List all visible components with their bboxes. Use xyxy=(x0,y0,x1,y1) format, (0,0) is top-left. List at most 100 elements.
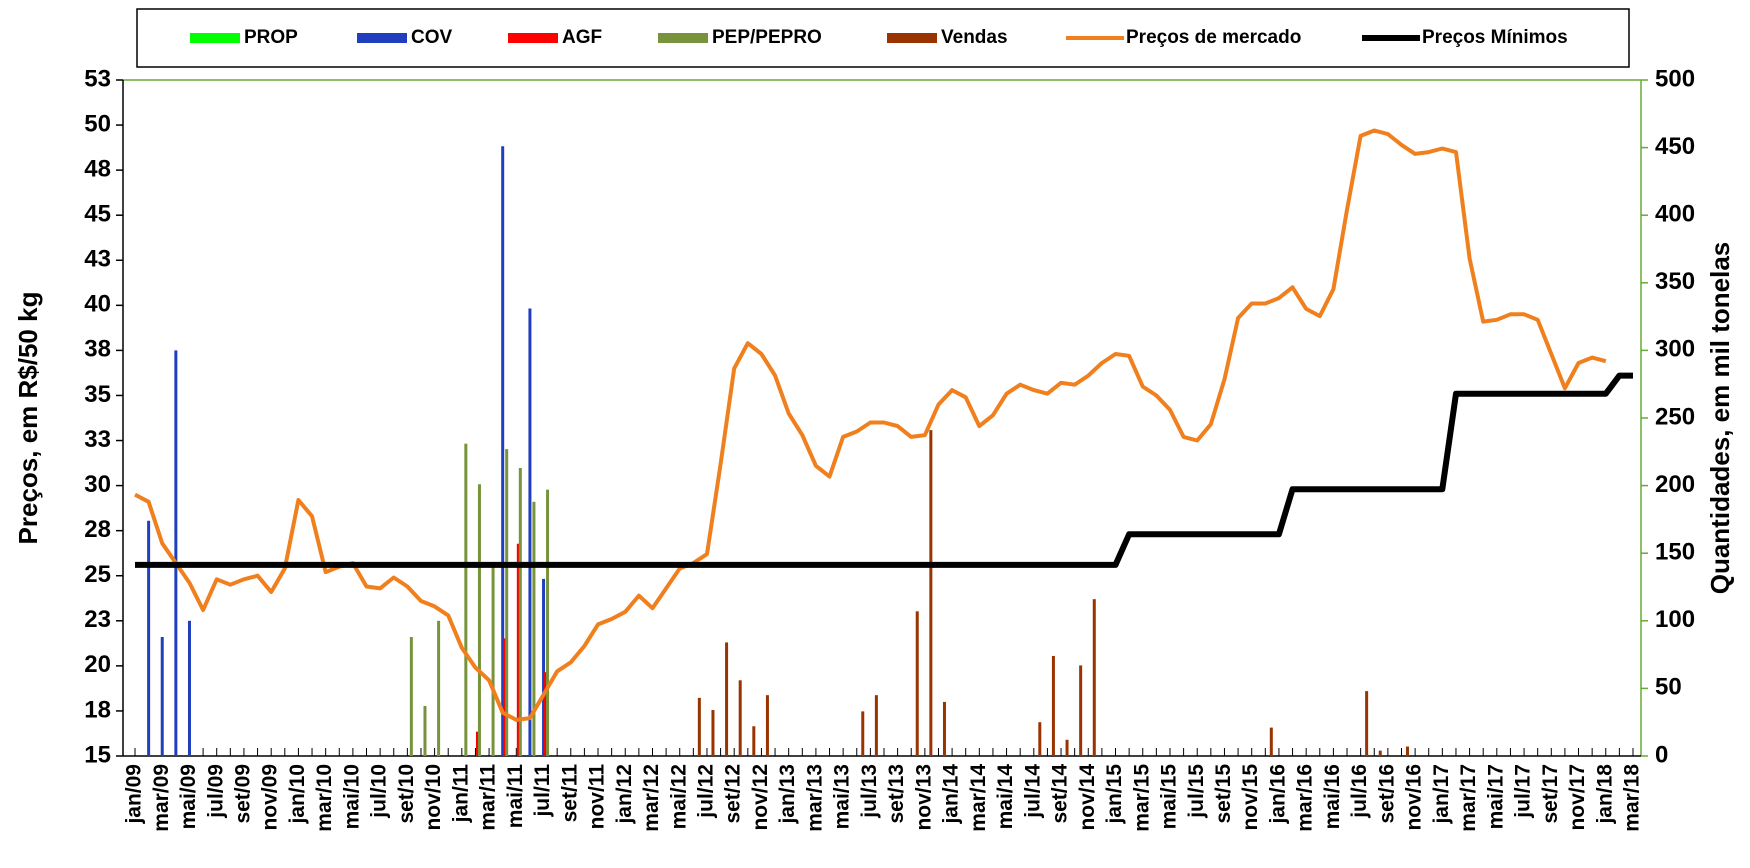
bar xyxy=(437,620,441,756)
x-tick-label: set/16 xyxy=(1375,764,1398,824)
bar xyxy=(915,611,919,756)
y-tick-label: 48 xyxy=(84,155,111,182)
x-tick-label: set/14 xyxy=(1049,764,1072,824)
y-tick-label: 18 xyxy=(84,696,111,723)
x-tick-label: mai/11 xyxy=(504,764,527,829)
bar xyxy=(1065,739,1069,756)
bar xyxy=(423,705,427,756)
bar xyxy=(1378,750,1382,756)
x-tick-label: mai/09 xyxy=(177,764,200,829)
bar xyxy=(1079,665,1083,756)
bar xyxy=(942,701,946,756)
y-tick-label: 33 xyxy=(84,426,111,453)
bar xyxy=(861,711,865,756)
bar xyxy=(725,642,729,756)
bar xyxy=(174,350,178,756)
line xyxy=(134,128,1607,722)
x-tick-label: mai/10 xyxy=(340,764,363,829)
x-tick-label: set/11 xyxy=(558,764,581,823)
line xyxy=(135,372,1633,568)
legend-swatch xyxy=(658,33,708,43)
y2-tick-label: 100 xyxy=(1655,606,1695,633)
bar xyxy=(501,146,505,757)
bar xyxy=(546,489,550,756)
bar xyxy=(503,638,507,756)
y2-tick-label: 400 xyxy=(1655,201,1695,228)
x-tick-label: jan/10 xyxy=(286,764,309,825)
bar xyxy=(409,637,413,756)
y2-axis-title: Quantidades, em mil tonelas xyxy=(1705,242,1735,595)
x-tick-label: set/12 xyxy=(722,764,745,824)
x-tick-label: mai/12 xyxy=(667,764,690,829)
bar xyxy=(711,710,715,756)
x-tick-label: mar/11 xyxy=(477,764,500,831)
x-tick-label: mar/14 xyxy=(967,764,990,832)
x-tick-label: jan/12 xyxy=(613,764,636,825)
x-tick-label: mar/15 xyxy=(1130,764,1153,832)
bar xyxy=(528,308,532,756)
bar xyxy=(1405,746,1409,756)
bar xyxy=(1038,722,1042,756)
x-tick-label: jan/13 xyxy=(776,764,799,825)
y-tick-label: 45 xyxy=(84,201,111,228)
bar xyxy=(738,680,742,756)
x-tick-label: mar/17 xyxy=(1457,764,1480,832)
y2-tick-label: 300 xyxy=(1655,336,1695,363)
x-tick-label: mai/16 xyxy=(1321,764,1344,829)
y2-tick-label: 500 xyxy=(1655,65,1695,92)
x-tick-label: jan/11 xyxy=(449,764,472,824)
y-tick-label: 20 xyxy=(84,651,111,678)
y2-tick-label: 350 xyxy=(1655,268,1695,295)
legend-label: Preços de mercado xyxy=(1126,27,1301,48)
bar xyxy=(516,543,520,756)
bar xyxy=(147,520,151,756)
x-tick-label: jan/09 xyxy=(123,764,146,825)
bar xyxy=(1092,599,1096,756)
bar xyxy=(544,672,548,756)
bar xyxy=(505,449,509,756)
legend-label: Vendas xyxy=(941,27,1008,48)
x-tick-label: nov/09 xyxy=(259,764,282,831)
bar xyxy=(1051,655,1055,756)
x-tick-label: jan/16 xyxy=(1266,764,1289,825)
bar xyxy=(491,564,495,756)
legend-swatch xyxy=(357,33,407,43)
x-tick-label: nov/12 xyxy=(749,764,772,831)
y-axis-title: Preços, em R$/50 kg xyxy=(13,292,43,545)
y2-tick-label: 150 xyxy=(1655,539,1695,566)
x-tick-label: mai/13 xyxy=(831,764,854,829)
x-tick-label: nov/13 xyxy=(912,764,935,831)
x-tick-label: jan/18 xyxy=(1593,764,1616,825)
legend-swatch xyxy=(190,33,240,43)
bar xyxy=(752,726,756,756)
x-tick-label: mar/09 xyxy=(150,764,173,832)
x-tick-label: jul/11 xyxy=(531,764,554,818)
x-tick-label: jul/09 xyxy=(204,764,227,819)
bar xyxy=(532,501,536,756)
legend-label: PROP xyxy=(244,27,298,48)
x-tick-label: nov/15 xyxy=(1239,764,1262,831)
bar xyxy=(477,484,481,756)
y2-tick-label: 0 xyxy=(1655,741,1668,768)
bar xyxy=(1365,691,1369,756)
bar xyxy=(1269,727,1273,756)
y-tick-label: 25 xyxy=(84,561,111,588)
y-tick-label: 28 xyxy=(84,516,111,543)
x-tick-label: set/10 xyxy=(395,764,418,824)
y-tick-label: 35 xyxy=(84,381,111,408)
legend-label: COV xyxy=(411,27,453,48)
y-tick-label: 38 xyxy=(84,336,111,363)
x-tick-label: nov/14 xyxy=(1076,764,1099,831)
bar xyxy=(765,695,769,756)
y-tick-label: 23 xyxy=(84,606,111,633)
y2-tick-label: 450 xyxy=(1655,133,1695,160)
x-tick-label: mar/16 xyxy=(1294,764,1317,832)
x-tick-label: set/09 xyxy=(231,764,254,824)
x-tick-label: jul/16 xyxy=(1348,764,1371,819)
x-tick-label: mai/17 xyxy=(1484,764,1507,829)
x-tick-label: mai/15 xyxy=(1158,764,1181,830)
x-tick-label: mar/12 xyxy=(640,764,663,832)
x-tick-label: mar/18 xyxy=(1621,764,1644,832)
y-tick-label: 43 xyxy=(84,246,111,273)
legend-swatch xyxy=(887,33,937,43)
